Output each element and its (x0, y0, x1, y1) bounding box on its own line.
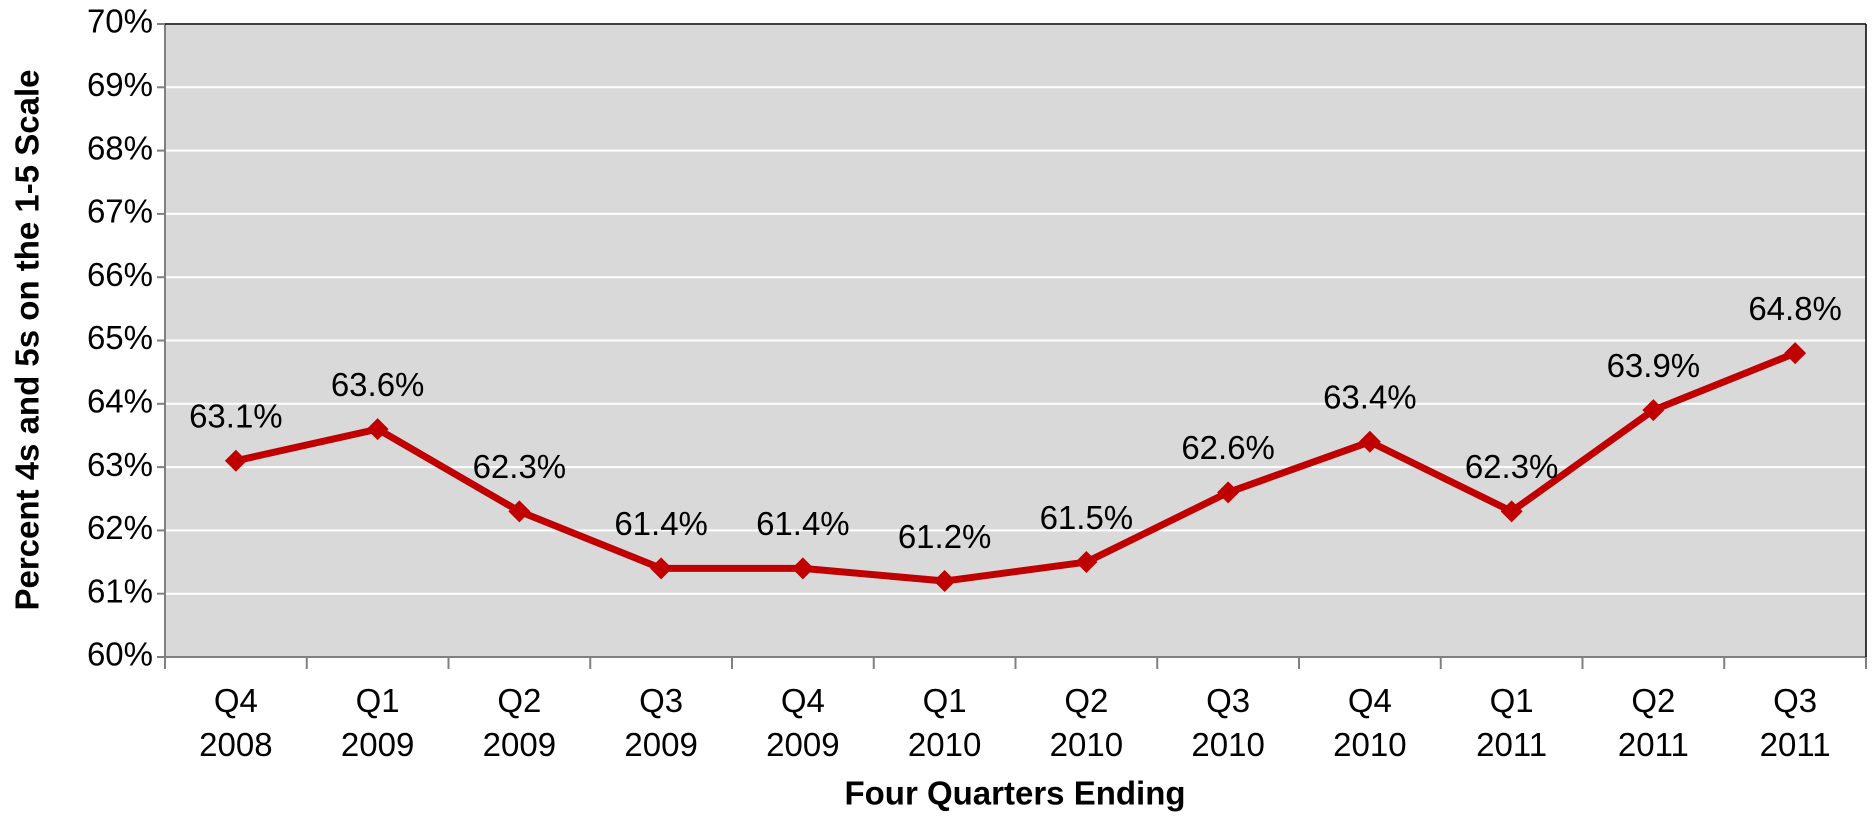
point-marker (1217, 481, 1240, 504)
x-tick-label: Q2 2010 (1050, 682, 1123, 763)
point-marker (791, 557, 814, 580)
y-tick-label: 65% (87, 319, 153, 356)
y-tick-label: 60% (87, 636, 153, 673)
point-marker (1075, 551, 1098, 574)
y-tick-label: 68% (87, 129, 153, 166)
x-tick-label: Q4 2009 (766, 682, 839, 763)
y-tick-label: 67% (87, 193, 153, 230)
y-tick-label: 61% (87, 572, 153, 609)
data-label: 62.3% (1465, 448, 1559, 485)
x-tick-label: Q1 2011 (1476, 682, 1547, 763)
point-marker (224, 449, 247, 472)
data-label: 62.3% (473, 448, 567, 485)
x-tick-label: Q2 2011 (1618, 682, 1689, 763)
point-marker (650, 557, 673, 580)
y-tick-label: 62% (87, 509, 153, 546)
x-tick-label: Q3 2011 (1760, 682, 1831, 763)
point-marker (1358, 430, 1381, 453)
y-tick-label: 64% (87, 383, 153, 420)
series-line (235, 349, 1797, 585)
x-tick-label: Q4 2008 (199, 682, 272, 763)
y-axis-title: Percent 4s and 5s on the 1-5 Scale (9, 69, 46, 610)
data-label: 63.4% (1323, 378, 1417, 415)
x-tick-label: Q1 2010 (908, 682, 981, 763)
data-label: 62.6% (1181, 429, 1275, 466)
data-label: 61.4% (614, 505, 708, 542)
point-marker (508, 500, 531, 523)
data-label: 63.6% (331, 366, 425, 403)
point-marker (1500, 500, 1523, 523)
x-axis-title: Four Quarters Ending (844, 775, 1185, 812)
point-marker (1784, 342, 1807, 365)
y-tick-label: 66% (87, 256, 153, 293)
x-tick-label: Q4 2010 (1333, 682, 1406, 763)
data-label: 61.5% (1040, 499, 1134, 536)
data-label: 63.1% (189, 397, 283, 434)
point-marker (1642, 399, 1665, 422)
data-label: 64.8% (1748, 290, 1842, 327)
x-tick-label: Q3 2010 (1191, 682, 1264, 763)
y-tick-label: 69% (87, 66, 153, 103)
x-tick-label: Q3 2009 (624, 682, 697, 763)
data-label: 61.4% (756, 505, 850, 542)
y-tick-label: 63% (87, 446, 153, 483)
y-tick-label: 70% (87, 3, 153, 40)
point-marker (366, 418, 389, 441)
x-tick-label: Q2 2009 (483, 682, 556, 763)
data-label: 63.9% (1607, 347, 1701, 384)
data-label: 61.2% (898, 518, 992, 555)
point-marker (933, 570, 956, 593)
x-tick-label: Q1 2009 (341, 682, 414, 763)
